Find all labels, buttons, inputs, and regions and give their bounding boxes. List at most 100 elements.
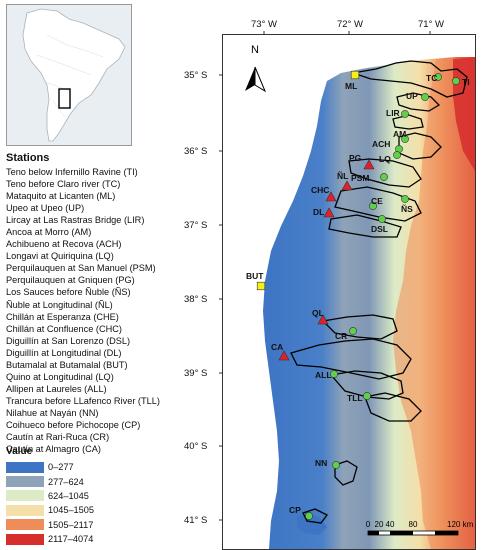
station-code-label: ÑS: [401, 204, 413, 214]
latitude-label: 36° S: [184, 146, 208, 157]
station-code-label: ALL: [315, 370, 332, 380]
station-code-label: CR: [335, 331, 347, 341]
station-code-label: ÑL: [337, 171, 348, 181]
north-arrow: N: [245, 44, 267, 93]
scale-label: 120 km: [447, 520, 474, 529]
legend-item: 277–624: [6, 474, 126, 488]
stations-title: Stations: [6, 152, 50, 164]
station-entry: Quino at Longitudinal (LQ): [6, 371, 114, 382]
study-area-box: [58, 88, 71, 109]
station-entry: Teno below Infernillo Ravine (TI): [6, 167, 138, 177]
station-entry: Diguillín at San Lorenzo (DSL): [6, 335, 131, 346]
legend-item: 0–277: [6, 460, 126, 474]
south-america-inset-map: [6, 4, 132, 146]
legend-swatch: [6, 504, 44, 516]
station-marker-QL: [317, 314, 329, 325]
catchment-outlines: [290, 60, 468, 524]
station-marker-CP: [305, 512, 313, 520]
latitude-label: 40° S: [184, 441, 208, 452]
legend-item: 1505–2117: [6, 518, 126, 532]
station-code-label: TI: [462, 77, 470, 87]
station-entry: Upeo at Upeo (UP): [6, 203, 85, 214]
station-code-label: PG: [349, 153, 362, 163]
station-marker-LIR: [401, 110, 409, 118]
station-code-label: CHC: [311, 185, 329, 195]
legend-label: 0–277: [48, 462, 74, 473]
station-code-label: CP: [289, 505, 301, 515]
station-marker-TLL: [363, 392, 371, 400]
legend-swatch: [6, 490, 44, 502]
station-marker-ALL: [330, 370, 338, 378]
north-label: N: [251, 44, 259, 56]
longitude-label: 72° W: [337, 19, 363, 30]
longitude-label: 71° W: [418, 19, 444, 30]
station-marker-UP: [421, 93, 429, 101]
station-marker-CE: [369, 202, 377, 210]
legend-swatch: [6, 476, 44, 488]
station-marker-PG: [363, 159, 375, 170]
station-marker-PSM: [380, 173, 388, 181]
station-code-label: PSM: [351, 173, 369, 183]
station-entry: Los Sauces before Ñuble (ÑS): [6, 287, 131, 298]
station-entry: Longavi at Quiriquina (LQ): [6, 251, 114, 262]
station-code-label: CA: [271, 342, 283, 352]
scale-label: 80: [409, 520, 418, 529]
station-code-label: CE: [371, 196, 383, 206]
station-marker-DSL: [378, 215, 386, 223]
legend-title: Value: [6, 446, 33, 457]
station-entry: Cautín at Almagro (CA): [6, 444, 101, 455]
station-code-label: QL: [312, 308, 324, 318]
station-entry: Diguillín at Longitudinal (DL): [6, 347, 122, 358]
andes-high-band: [393, 57, 475, 549]
station-entry: Achibueno at Recova (ACH): [6, 239, 122, 250]
station-marker-LQ: [393, 151, 401, 159]
station-code-label: BUT: [246, 271, 264, 281]
station-marker-NN: [332, 461, 340, 469]
elevation-legend: Value 0–277 277–624 624–1045 1045–1505 1…: [6, 446, 126, 546]
elevation-map: N 0 20 40 80 120 km TI TC ML UP LIR AM ACH LQ PS…: [222, 34, 476, 550]
legend-item: 2117–4074: [6, 532, 126, 546]
station-marker-ML: [350, 70, 360, 80]
latitude-label: 38° S: [184, 294, 208, 305]
station-entry: Chillán at Esperanza (CHE): [6, 311, 119, 322]
station-code-label: NN: [315, 458, 327, 468]
latitude-label: 39° S: [184, 368, 208, 379]
longitude-label: 73° W: [251, 19, 277, 30]
scale-label: 40: [386, 520, 395, 529]
station-entry: Nilahue at Nayán (NN): [6, 407, 99, 418]
station-code-label: TC: [426, 73, 437, 83]
station-entry: Ancoa at Morro (AM): [6, 227, 92, 238]
station-code-label: TLL: [347, 393, 363, 403]
station-code-label: ACH: [372, 139, 390, 149]
station-entry: Perquilauquen at San Manuel (PSM): [6, 263, 156, 274]
legend-label: 277–624: [48, 476, 84, 487]
station-code-label: UP: [406, 91, 418, 101]
latitude-label: 35° S: [184, 70, 208, 81]
legend-label: 2117–4074: [48, 534, 94, 545]
station-code-label: DSL: [371, 224, 388, 234]
station-entry: Coihueco before Pichocope (CP): [6, 419, 141, 430]
latitude-label: 41° S: [184, 515, 208, 526]
station-marker-TC: [434, 73, 442, 81]
station-marker-CR: [349, 327, 357, 335]
station-marker-ÑS: [401, 195, 409, 203]
station-marker-TI: [452, 77, 460, 85]
scale-label: 20: [375, 520, 384, 529]
scale-bar: 0 20 40 80 120 km: [366, 520, 474, 536]
legend-item: 1045–1505: [6, 503, 126, 517]
station-entry: Lircay at Las Rastras Bridge (LIR): [6, 215, 145, 226]
stations-list: Stations Teno below Infernillo Ravine (T…: [6, 152, 216, 455]
station-code-label: AM: [393, 129, 406, 139]
station-entry: Teno before Claro river (TC): [6, 179, 121, 190]
station-entry: Cautín at Rari-Ruca (CR): [6, 432, 110, 443]
latitude-label: 37° S: [184, 220, 208, 231]
andes-peak-band: [453, 57, 475, 171]
station-entry: Mataquito at Licanten (ML): [6, 191, 116, 202]
legend-item: 624–1045: [6, 489, 126, 503]
station-entry: Butamalal at Butamalal (BUT): [6, 359, 128, 370]
legend-label: 1045–1505: [48, 505, 94, 516]
legend-label: 624–1045: [48, 490, 89, 501]
station-entry: Allipen at Laureles (ALL): [6, 383, 107, 394]
